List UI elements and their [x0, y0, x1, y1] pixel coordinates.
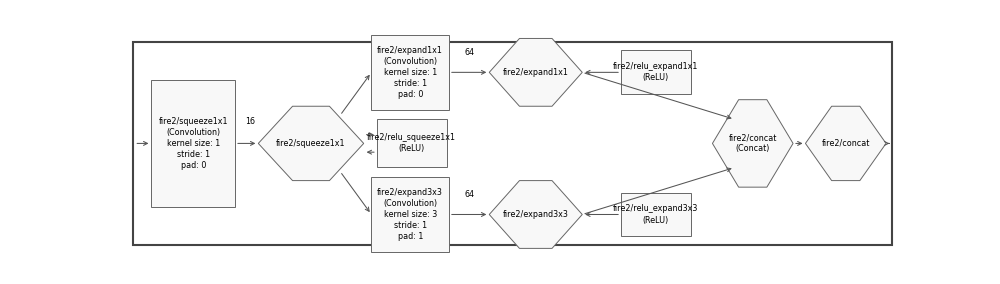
Text: fire2/expand1x1: fire2/expand1x1: [503, 68, 569, 77]
Text: 64: 64: [464, 48, 474, 57]
FancyBboxPatch shape: [151, 80, 235, 207]
Polygon shape: [712, 100, 793, 187]
Polygon shape: [489, 38, 582, 106]
Text: fire2/squeeze1x1: fire2/squeeze1x1: [276, 139, 346, 148]
Polygon shape: [489, 181, 582, 248]
Text: fire2/relu_expand3x3
(ReLU): fire2/relu_expand3x3 (ReLU): [613, 204, 699, 225]
Polygon shape: [258, 106, 364, 181]
Text: fire2/expand3x3
(Convolution)
kernel size: 3
stride: 1
pad: 1: fire2/expand3x3 (Convolution) kernel siz…: [377, 188, 443, 241]
FancyBboxPatch shape: [377, 119, 447, 168]
Text: fire2/relu_squeeze1x1
(ReLU): fire2/relu_squeeze1x1 (ReLU): [367, 133, 456, 153]
FancyBboxPatch shape: [621, 51, 691, 94]
Text: fire2/expand1x1
(Convolution)
kernel size: 1
stride: 1
pad: 0: fire2/expand1x1 (Convolution) kernel siz…: [377, 46, 443, 99]
FancyBboxPatch shape: [621, 193, 691, 236]
Text: fire2/concat: fire2/concat: [822, 139, 870, 148]
Text: 16: 16: [246, 117, 256, 126]
Text: fire2/squeeze1x1
(Convolution)
kernel size: 1
stride: 1
pad: 0: fire2/squeeze1x1 (Convolution) kernel si…: [158, 117, 228, 170]
FancyBboxPatch shape: [371, 35, 449, 110]
Text: 64: 64: [464, 190, 474, 199]
Polygon shape: [805, 106, 886, 181]
Text: fire2/concat
(Concat): fire2/concat (Concat): [729, 133, 777, 153]
FancyBboxPatch shape: [371, 177, 449, 252]
Text: fire2/expand3x3: fire2/expand3x3: [503, 210, 569, 219]
Text: fire2/relu_expand1x1
(ReLU): fire2/relu_expand1x1 (ReLU): [613, 62, 699, 82]
